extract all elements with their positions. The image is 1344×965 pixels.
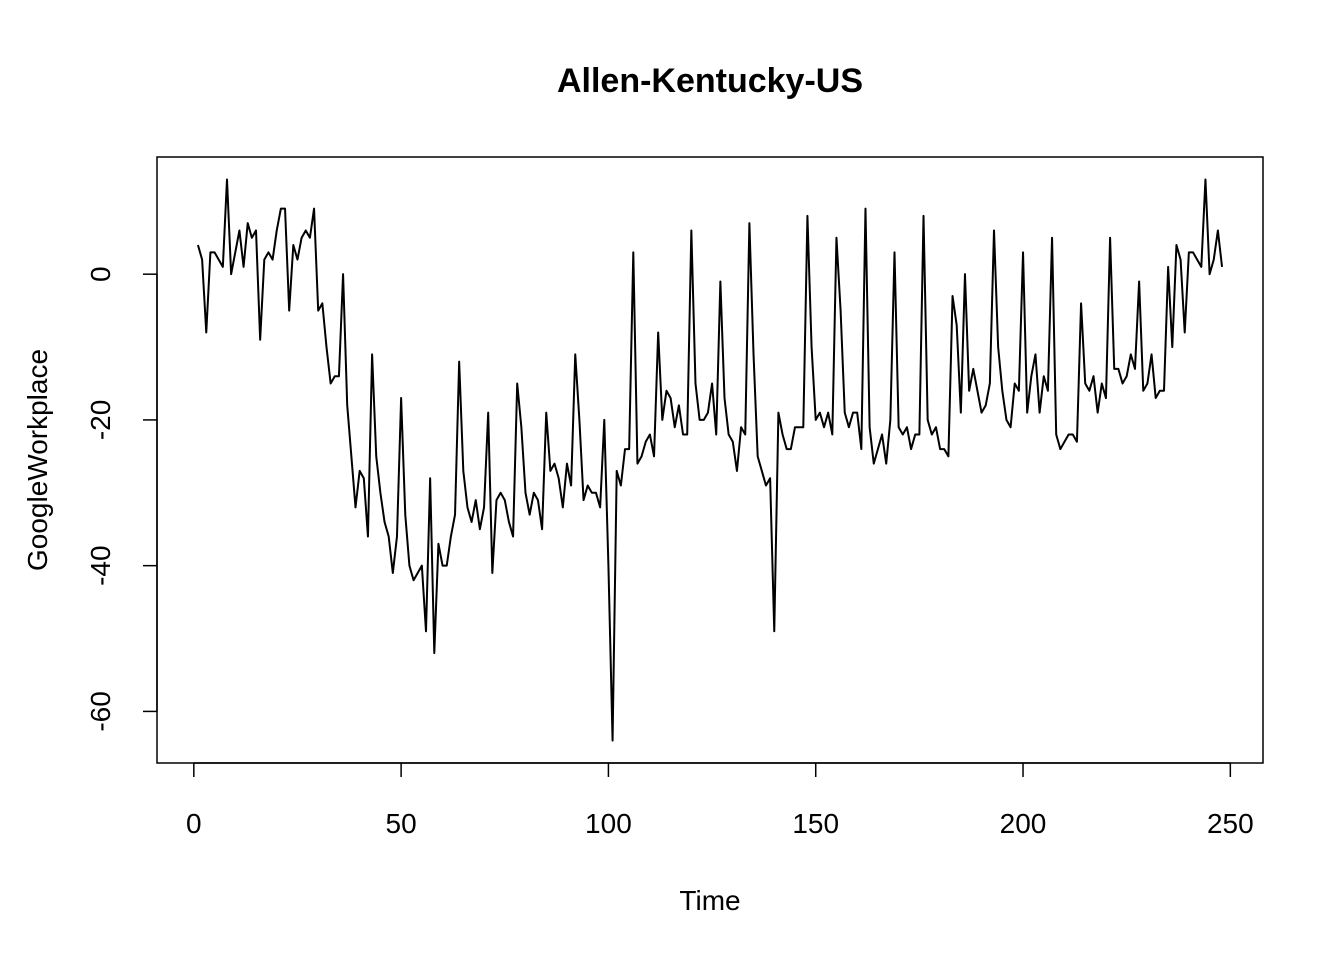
x-tick-label: 50 (386, 808, 417, 839)
x-tick-label: 150 (792, 808, 839, 839)
chart-title: Allen-Kentucky-US (557, 62, 863, 100)
y-tick-label: -40 (85, 545, 116, 585)
plot-frame (156, 156, 1264, 764)
x-axis-label: Time (679, 885, 740, 916)
series-line (196, 178, 1224, 742)
y-tick-label: -20 (85, 400, 116, 440)
x-tick-label: 100 (585, 808, 632, 839)
y-tick-label: -60 (85, 691, 116, 731)
x-tick-label: 200 (1000, 808, 1047, 839)
x-tick-label: 250 (1207, 808, 1254, 839)
x-tick-label: 0 (186, 808, 202, 839)
y-axis-label: GoogleWorkplace (22, 349, 53, 571)
y-tick-label: 0 (85, 266, 116, 282)
